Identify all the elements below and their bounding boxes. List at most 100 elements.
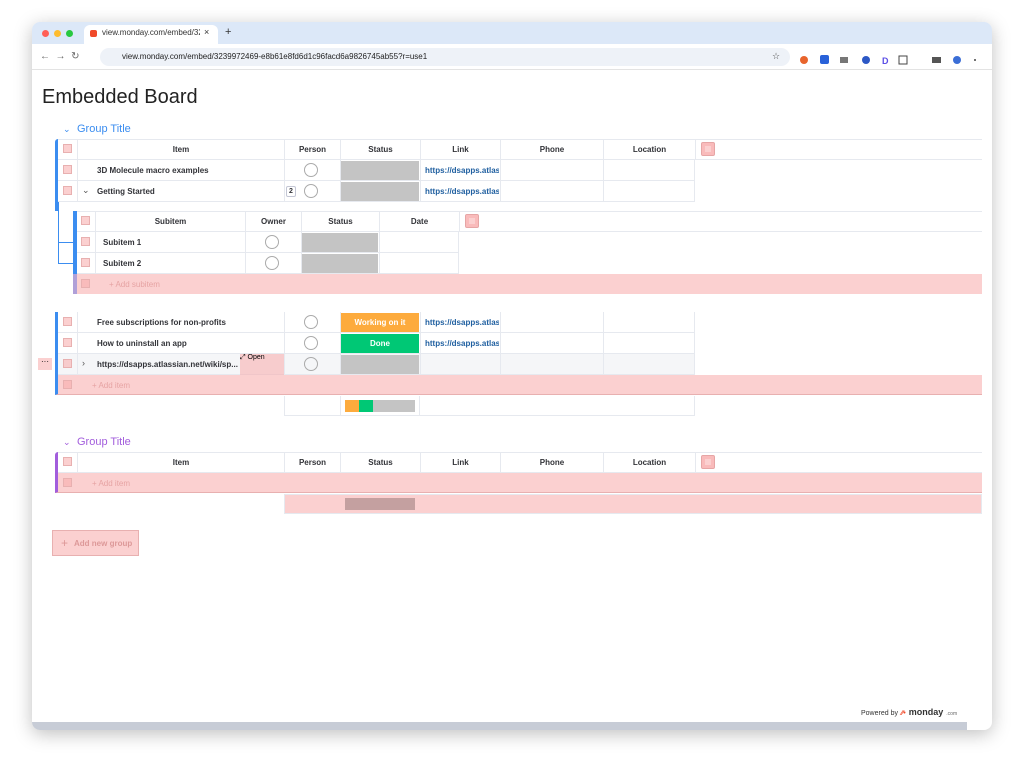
collapse-chevron[interactable]: ⌄ — [63, 437, 71, 447]
cell-divider — [379, 232, 380, 253]
checkbox[interactable] — [81, 237, 90, 246]
cell-divider — [420, 354, 421, 375]
item-row — [58, 160, 695, 181]
checkbox[interactable] — [63, 359, 72, 368]
row-menu[interactable]: ··· — [38, 358, 52, 370]
item-name[interactable]: 3D Molecule macro examples — [97, 166, 209, 175]
logo: ∕∕• — [900, 710, 906, 717]
link[interactable]: https://dsapps.atlas... — [425, 339, 499, 348]
cell-divider — [245, 253, 246, 274]
cell-divider — [500, 354, 501, 375]
group-title[interactable]: Group Title — [77, 436, 131, 448]
item-row — [58, 181, 695, 202]
subitem-column: Owner — [245, 211, 301, 232]
add-group-button[interactable]: + Add new group — [52, 530, 139, 556]
status-cell[interactable]: Working on it — [341, 313, 419, 332]
powered-by: Powered by — [861, 710, 898, 717]
link[interactable]: https://dsapps.atlas... — [425, 166, 499, 175]
checkbox[interactable] — [63, 477, 72, 487]
tab-close[interactable]: × — [204, 27, 210, 37]
expand-chevron[interactable]: ⌄ — [82, 185, 90, 195]
item-name[interactable]: Free subscriptions for non-profits — [97, 318, 226, 327]
open-icon: ⤢ — [240, 354, 248, 361]
svg-text:D: D — [882, 56, 889, 65]
group-accent — [55, 312, 58, 333]
open-button[interactable]: ⤢ Open — [240, 354, 284, 375]
add-column[interactable] — [701, 142, 715, 156]
sub-accent — [73, 211, 77, 232]
address-bar[interactable] — [100, 48, 790, 66]
add-item-row[interactable] — [55, 473, 982, 493]
cell-divider — [77, 312, 78, 333]
open-label[interactable]: Open — [247, 354, 265, 361]
cell-divider — [77, 160, 78, 181]
avatar — [265, 235, 279, 249]
column-header: Link — [420, 139, 500, 160]
checkbox[interactable] — [63, 338, 72, 347]
link[interactable]: https://dsapps.atlas... — [425, 187, 499, 196]
header-row — [58, 139, 982, 160]
new-tab[interactable]: + — [225, 26, 232, 38]
add-group-label[interactable]: Add new group — [74, 538, 133, 548]
column-header: Location — [603, 452, 695, 473]
item-name[interactable]: How to uninstall an app — [97, 339, 187, 348]
tab[interactable] — [84, 25, 218, 44]
collapse-chevron[interactable]: ⌄ — [63, 124, 71, 134]
add-column[interactable] — [465, 214, 479, 228]
cell-divider — [77, 333, 78, 354]
close-dot[interactable] — [42, 30, 49, 37]
tree-line — [58, 263, 73, 264]
checkbox[interactable] — [81, 216, 90, 225]
subitem-name[interactable]: Subitem 1 — [103, 238, 142, 247]
cell-divider — [379, 253, 380, 274]
summary-segment — [359, 400, 373, 412]
zoom-dot[interactable] — [66, 30, 73, 37]
item-name[interactable]: Getting Started — [97, 187, 155, 196]
group-accent — [55, 181, 58, 202]
status-cell[interactable] — [341, 161, 419, 180]
nav-buttons[interactable]: ← → ↻ — [40, 51, 80, 62]
bookmark-star[interactable]: ☆ — [772, 51, 781, 61]
checkbox[interactable] — [63, 186, 72, 195]
add-item[interactable]: + Add item — [92, 380, 131, 390]
column-divider — [695, 452, 696, 473]
checkbox[interactable] — [63, 317, 72, 326]
checkbox[interactable] — [63, 144, 72, 153]
add-subitem-row[interactable] — [73, 274, 982, 294]
add-column[interactable] — [701, 455, 715, 469]
column-header: Item — [77, 452, 284, 473]
plus-icon: + — [61, 536, 69, 550]
checkbox[interactable] — [63, 457, 72, 466]
status-cell[interactable] — [341, 355, 419, 374]
cell-divider — [603, 160, 604, 181]
status-cell[interactable] — [302, 233, 378, 252]
extension-icons: D — [800, 52, 978, 66]
status-cell[interactable] — [341, 182, 419, 201]
minimize-dot[interactable] — [54, 30, 61, 37]
status-cell[interactable]: Done — [341, 334, 419, 353]
add-subitem[interactable]: + Add subitem — [109, 279, 160, 289]
add-item[interactable]: + Add item — [92, 478, 131, 488]
item-name[interactable]: https://dsapps.atlassian.net/wiki/sp... — [97, 360, 238, 369]
cell-divider — [95, 232, 96, 253]
tab-title: view.monday.com/embed/32 — [102, 28, 200, 37]
subitem-name[interactable]: Subitem 2 — [103, 259, 142, 268]
link[interactable]: https://dsapps.atlas... — [425, 318, 499, 327]
subitem-row — [77, 253, 459, 274]
status-cell[interactable] — [302, 254, 378, 273]
avatar — [304, 357, 318, 371]
column-divider — [695, 139, 696, 160]
cell-divider — [500, 312, 501, 333]
group-title[interactable]: Group Title — [77, 123, 131, 135]
summary-cell — [340, 396, 420, 416]
column-header: Phone — [500, 139, 603, 160]
cell-divider — [340, 181, 341, 202]
checkbox[interactable] — [81, 258, 90, 267]
expand-chevron[interactable]: › — [82, 358, 85, 368]
checkbox[interactable] — [63, 379, 72, 389]
checkbox[interactable] — [81, 278, 90, 288]
add-item-row[interactable] — [55, 375, 982, 395]
checkbox[interactable] — [63, 165, 72, 174]
